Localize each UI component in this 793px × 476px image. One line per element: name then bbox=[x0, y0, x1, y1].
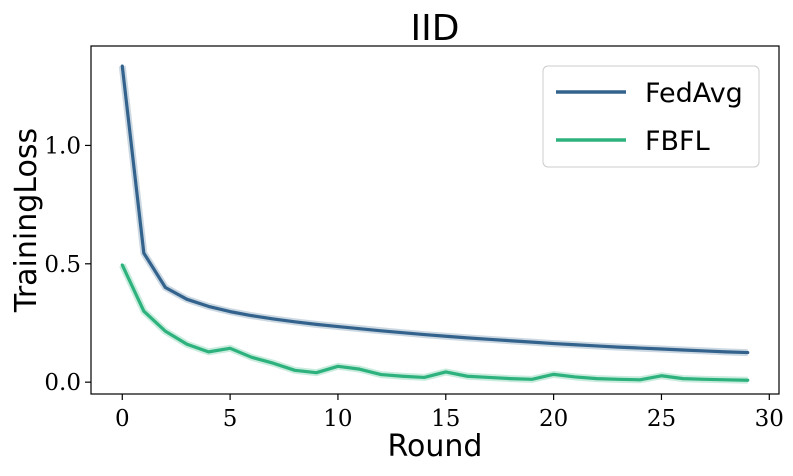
x-tick-label: 25 bbox=[647, 406, 676, 432]
y-axis-label: TrainingLoss bbox=[9, 128, 44, 313]
x-tick-label: 30 bbox=[755, 406, 784, 432]
series-line-fbfl bbox=[120, 263, 750, 382]
x-tick-label: 10 bbox=[323, 406, 352, 432]
legend: FedAvg FBFL bbox=[542, 65, 760, 168]
x-tick-label: 15 bbox=[431, 406, 460, 432]
series-lines bbox=[118, 64, 750, 384]
x-tick-label: 5 bbox=[223, 406, 238, 432]
ticks: 0 5 10 15 20 25 30 0.0 0.5 1.0 bbox=[44, 133, 784, 432]
y-tick-label: 0.0 bbox=[44, 370, 81, 396]
plot-frame bbox=[90, 45, 780, 395]
legend-label-fbfl: FBFL bbox=[645, 126, 710, 157]
chart-title: IID bbox=[411, 8, 460, 49]
x-axis-label: Round bbox=[388, 429, 483, 464]
y-tick-label: 0.5 bbox=[44, 252, 81, 278]
legend-label-fedavg: FedAvg bbox=[645, 78, 743, 109]
series-line-fedavg bbox=[120, 64, 750, 355]
x-tick-label: 0 bbox=[115, 406, 130, 432]
x-tick-label: 20 bbox=[539, 406, 568, 432]
y-tick-label: 1.0 bbox=[44, 133, 81, 159]
